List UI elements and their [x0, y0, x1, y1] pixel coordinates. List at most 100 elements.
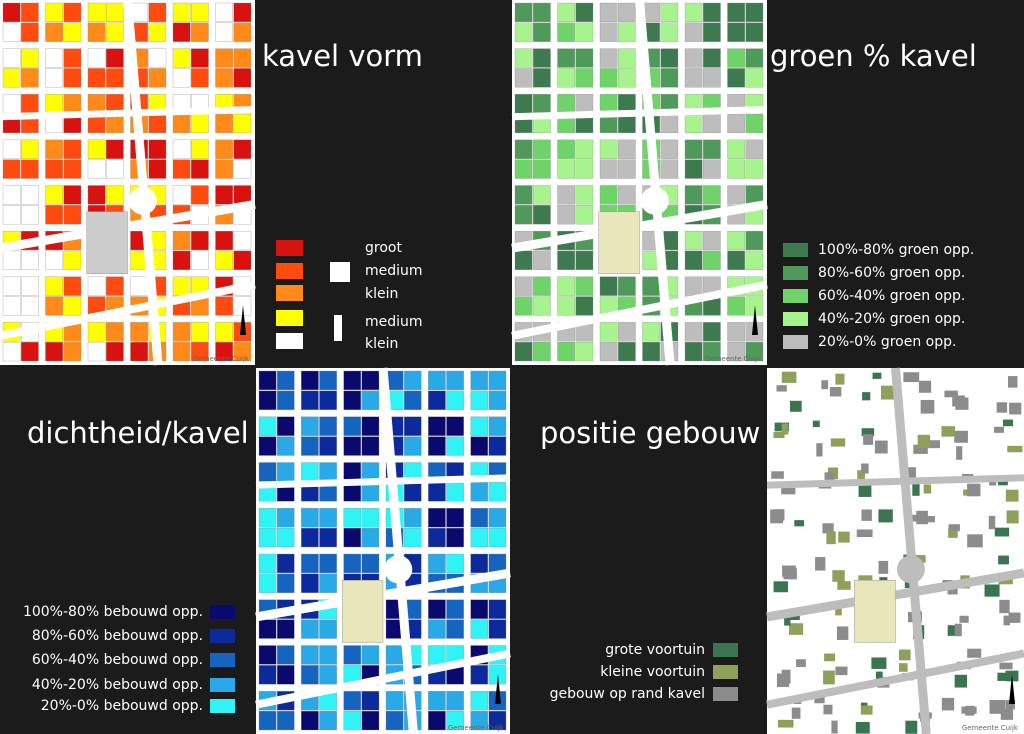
- parcel: [215, 322, 233, 342]
- parcel: [319, 416, 337, 436]
- parcel: [130, 322, 148, 342]
- building: [824, 653, 836, 662]
- parcel: [727, 22, 745, 42]
- legend-swatch: [783, 289, 808, 303]
- parcel: [385, 710, 404, 731]
- parcel: [343, 553, 361, 574]
- building: [967, 483, 981, 497]
- parcel: [191, 68, 209, 88]
- building: [863, 434, 874, 445]
- legend-label: medium: [365, 314, 423, 330]
- building: [917, 434, 931, 448]
- parcel: [557, 139, 575, 159]
- parcel: [488, 370, 507, 391]
- parcel: [361, 645, 380, 665]
- parcel: [148, 2, 167, 22]
- parcel: [557, 342, 575, 362]
- building: [996, 402, 1008, 413]
- parcel: [21, 296, 39, 316]
- legend-swatch: [783, 243, 808, 257]
- parcel: [446, 710, 464, 731]
- parcel: [45, 22, 63, 42]
- parcel: [172, 68, 191, 88]
- parcel: [446, 482, 464, 502]
- building: [1005, 489, 1019, 502]
- parcel: [277, 710, 295, 731]
- building: [781, 487, 796, 495]
- parcel: [191, 139, 209, 159]
- building: [898, 649, 911, 661]
- parcel: [106, 139, 124, 159]
- square: [128, 186, 157, 215]
- parcel: [106, 342, 124, 362]
- parcel: [428, 416, 446, 436]
- building: [905, 467, 916, 480]
- parcel: [191, 113, 209, 134]
- legend-label: kleine voortuin: [600, 664, 705, 680]
- parcel: [514, 48, 533, 68]
- building: [858, 485, 872, 497]
- road: [0, 106, 256, 121]
- parcel: [446, 619, 464, 639]
- parcel: [470, 665, 488, 685]
- building: [857, 470, 865, 480]
- parcel: [385, 645, 404, 665]
- parcel: [618, 185, 636, 205]
- parcel: [87, 22, 106, 42]
- parcel: [301, 436, 319, 456]
- building: [952, 395, 965, 407]
- building: [860, 705, 873, 715]
- parcel: [470, 710, 488, 731]
- parcel: [343, 390, 361, 410]
- parcel: [319, 573, 337, 593]
- building: [861, 428, 875, 437]
- parcel: [2, 276, 21, 296]
- plaza: [86, 211, 128, 274]
- road: [511, 106, 768, 121]
- parcel: [488, 599, 507, 619]
- parcel: [361, 436, 380, 456]
- building: [1002, 419, 1014, 427]
- parcel: [684, 48, 703, 68]
- parcel: [488, 482, 507, 502]
- parcel: [191, 250, 209, 270]
- legend-label: 100%-80% bebouwd opp.: [23, 604, 203, 620]
- building: [858, 575, 873, 582]
- parcel: [215, 68, 233, 88]
- building: [967, 648, 982, 658]
- parcel: [301, 508, 319, 528]
- parcel: [277, 573, 295, 593]
- legend-label: klein: [365, 286, 398, 302]
- building: [923, 484, 932, 494]
- parcel: [599, 276, 618, 296]
- parcel: [361, 416, 380, 436]
- parcel: [727, 322, 745, 342]
- parcel: [533, 185, 551, 205]
- road: [378, 367, 418, 734]
- parcel: [233, 22, 252, 42]
- parcel: [745, 250, 764, 270]
- parcel: [258, 370, 277, 391]
- parcel: [703, 22, 721, 42]
- parcel: [87, 276, 106, 296]
- parcel: [63, 139, 82, 159]
- parcel: [45, 139, 63, 159]
- parcel: [557, 296, 575, 316]
- parcel: [660, 68, 679, 88]
- parcel: [428, 370, 446, 391]
- building: [773, 431, 785, 439]
- parcel: [45, 342, 63, 362]
- parcel: [533, 22, 551, 42]
- parcel: [514, 68, 533, 88]
- parcel: [446, 508, 464, 528]
- parcel: [215, 48, 233, 68]
- building: [794, 520, 805, 527]
- parcel: [727, 296, 745, 316]
- parcel: [684, 2, 703, 22]
- parcel: [21, 185, 39, 205]
- parcel: [684, 276, 703, 296]
- parcel: [575, 276, 594, 296]
- parcel: [2, 342, 21, 362]
- parcel: [533, 296, 551, 316]
- parcel: [258, 508, 277, 528]
